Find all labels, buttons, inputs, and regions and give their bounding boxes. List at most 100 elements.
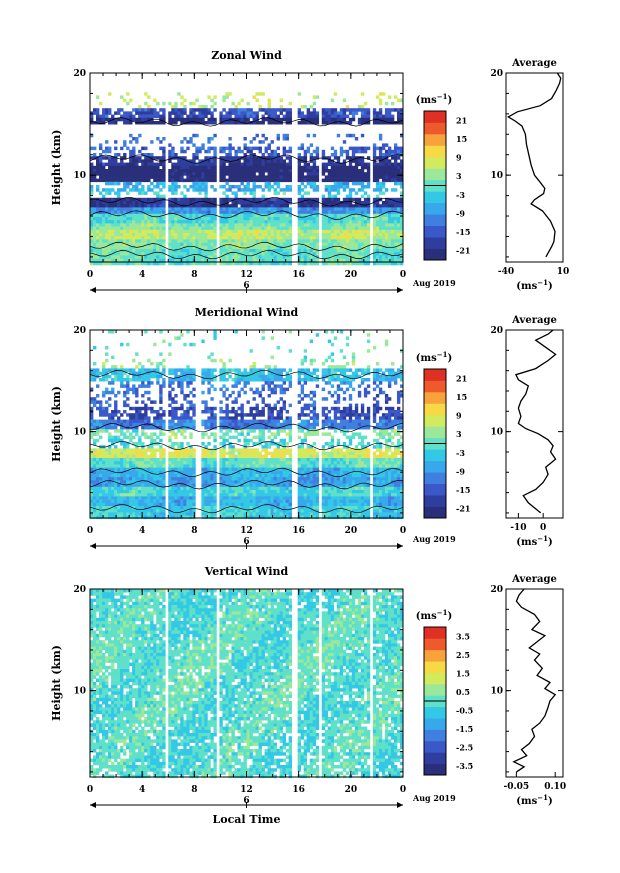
heatmap-cell [141, 245, 145, 250]
heatmap-cell [141, 207, 145, 211]
heatmap-cell [270, 371, 274, 376]
heatmap-cell [339, 236, 344, 240]
heatmap-cell [360, 419, 365, 424]
heatmap-cell [105, 378, 109, 382]
heatmap-cell [393, 207, 398, 211]
heatmap-cell [177, 381, 181, 385]
heatmap-cell [288, 258, 292, 263]
heatmap-cell [315, 121, 320, 125]
heatmap-cell [399, 416, 404, 420]
heatmap-cell [207, 217, 211, 221]
heatmap-cell [387, 252, 392, 256]
heatmap-cell [333, 258, 338, 263]
heatmap-cell [372, 169, 377, 173]
heatmap-cell [306, 207, 311, 211]
heatmap-cell [207, 197, 211, 202]
heatmap-cell [333, 92, 338, 96]
heatmap-cell [252, 223, 256, 227]
heatmap-cell [372, 368, 377, 372]
heatmap-cell [393, 213, 398, 218]
heatmap-cell [174, 204, 178, 208]
heatmap-cell [378, 381, 383, 385]
heatmap-cell [150, 258, 154, 263]
heatmap-cell [111, 252, 115, 256]
heatmap-cell [270, 169, 274, 173]
heatmap-cell [270, 156, 274, 160]
heatmap-cell [255, 255, 259, 259]
heatmap-cell [171, 371, 175, 376]
heatmap-cell [126, 397, 130, 401]
heatmap-cell [315, 153, 320, 157]
heatmap-cell [195, 207, 199, 211]
heatmap-cell [99, 162, 103, 167]
heatmap-cell [246, 165, 250, 170]
heatmap-cell [351, 261, 356, 266]
heatmap-cell [372, 197, 377, 202]
heatmap-cell [132, 236, 136, 240]
heatmap-cell [336, 255, 341, 259]
heatmap-cell [141, 146, 145, 151]
heatmap-cell [246, 374, 250, 379]
heatmap-cell [192, 117, 196, 122]
heatmap-cell [333, 368, 338, 372]
heatmap-cell [174, 217, 178, 221]
heatmap-cell [129, 169, 133, 173]
heatmap-cell [261, 207, 265, 211]
heatmap-cell [168, 153, 172, 157]
heatmap-cell [105, 178, 109, 183]
heatmap-cell [375, 169, 380, 173]
heatmap-cell [129, 236, 133, 240]
heatmap-cell [285, 233, 289, 237]
heatmap-cell [261, 384, 265, 388]
heatmap-cell [354, 419, 359, 424]
heatmap-cell [219, 378, 223, 382]
heatmap-cell [375, 204, 380, 208]
heatmap-cell [321, 172, 326, 176]
heatmap-cell [312, 159, 317, 163]
heatmap-cell [390, 197, 395, 202]
heatmap-cell [303, 114, 308, 119]
heatmap-cell [348, 220, 353, 224]
heatmap-cell [213, 175, 217, 179]
heatmap-cell [300, 105, 305, 109]
heatmap-cell [117, 236, 121, 240]
heatmap-cell [366, 413, 371, 417]
heatmap-cell [93, 236, 97, 240]
heatmap-cell [96, 207, 100, 211]
heatmap-cell [363, 368, 368, 372]
heatmap-cell [225, 371, 229, 376]
heatmap-cell [285, 242, 289, 247]
heatmap-cell [159, 233, 163, 237]
heatmap-cell [309, 185, 314, 189]
heatmap-cell [201, 185, 205, 189]
heatmap-cell [129, 165, 133, 170]
heatmap-cell [303, 217, 308, 221]
heatmap-cell [132, 178, 136, 183]
heatmap-cell [144, 245, 148, 250]
heatmap-cell [273, 233, 277, 237]
heatmap-cell [111, 188, 115, 192]
heatmap-cell [210, 159, 214, 163]
heatmap-cell [111, 223, 115, 227]
heatmap-cell [237, 108, 241, 112]
heatmap-cell [396, 258, 401, 263]
heatmap-cell [132, 153, 136, 157]
heatmap-cell [153, 371, 157, 376]
heatmap-cell [162, 239, 166, 243]
heatmap-cell [180, 378, 184, 382]
heatmap-cell [360, 226, 365, 231]
heatmap-cell [339, 416, 344, 420]
heatmap-cell [168, 261, 172, 266]
heatmap-cell [201, 236, 205, 240]
heatmap-cell [132, 226, 136, 231]
heatmap-cell [201, 175, 205, 179]
heatmap-cell [282, 220, 286, 224]
heatmap-cell [189, 239, 193, 243]
heatmap-cell [393, 249, 398, 253]
heatmap-cell [162, 229, 166, 234]
heatmap-cell [99, 249, 103, 253]
panel-title: Zonal Wind [211, 49, 282, 62]
heatmap-cell [279, 111, 283, 115]
heatmap-cell [141, 217, 145, 221]
heatmap-cell [285, 188, 289, 192]
